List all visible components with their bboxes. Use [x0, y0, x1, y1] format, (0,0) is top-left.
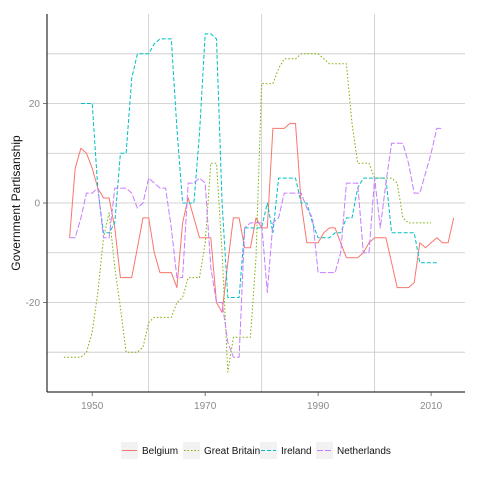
x-tick-labels: 1950 1970 1990 2010	[81, 392, 443, 412]
series-line-netherlands	[69, 127, 443, 358]
legend-key-netherlands	[316, 442, 333, 459]
legend: Belgium Great Britain Ireland Netherlands	[121, 442, 391, 459]
series-lines	[63, 33, 455, 373]
y-tick-label: 20	[29, 99, 41, 110]
legend-label-great-britain: Great Britain	[204, 446, 260, 457]
legend-label-belgium: Belgium	[142, 446, 178, 457]
series-line-great-britain	[63, 53, 432, 373]
x-tick-label: 1950	[81, 401, 104, 412]
x-tick-label: 1970	[194, 401, 217, 412]
y-tick-label: 0	[34, 199, 40, 210]
x-tick-label: 2010	[420, 401, 443, 412]
y-axis-title: Government Partisanship	[9, 135, 23, 271]
series-line-ireland	[80, 33, 437, 298]
legend-label-netherlands: Netherlands	[337, 446, 391, 457]
x-tick-label: 1990	[307, 401, 330, 412]
y-tick-labels: -20 0 20	[26, 99, 47, 309]
legend-label-ireland: Ireland	[281, 446, 312, 457]
y-tick-label: -20	[26, 298, 41, 309]
